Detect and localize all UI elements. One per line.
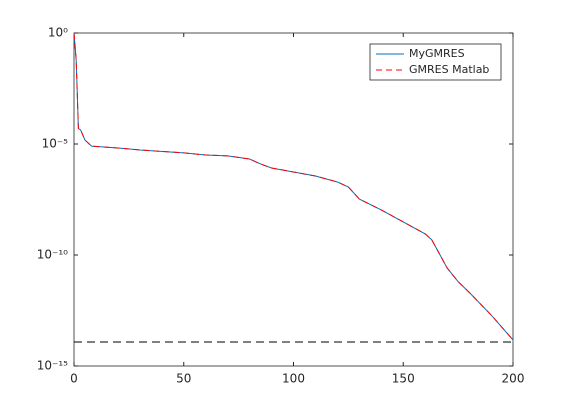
y-tick-label: 10⁰ [48, 26, 68, 40]
x-tick-label: 150 [392, 372, 415, 386]
y-tick-label: 10⁻¹⁰ [37, 248, 68, 262]
legend-label: GMRES Matlab [409, 63, 489, 76]
x-tick-label: 200 [502, 372, 525, 386]
y-tick-label: 10⁻⁵ [42, 137, 69, 151]
series-line [73, 32, 514, 341]
x-tick-label: 50 [176, 372, 191, 386]
x-tick-label: 100 [282, 372, 305, 386]
y-tick-label: 10⁻¹⁵ [37, 359, 68, 373]
legend-label: MyGMRES [409, 47, 465, 60]
x-tick-label: 0 [70, 372, 78, 386]
legend-box [369, 43, 502, 81]
plot-area [73, 32, 514, 367]
